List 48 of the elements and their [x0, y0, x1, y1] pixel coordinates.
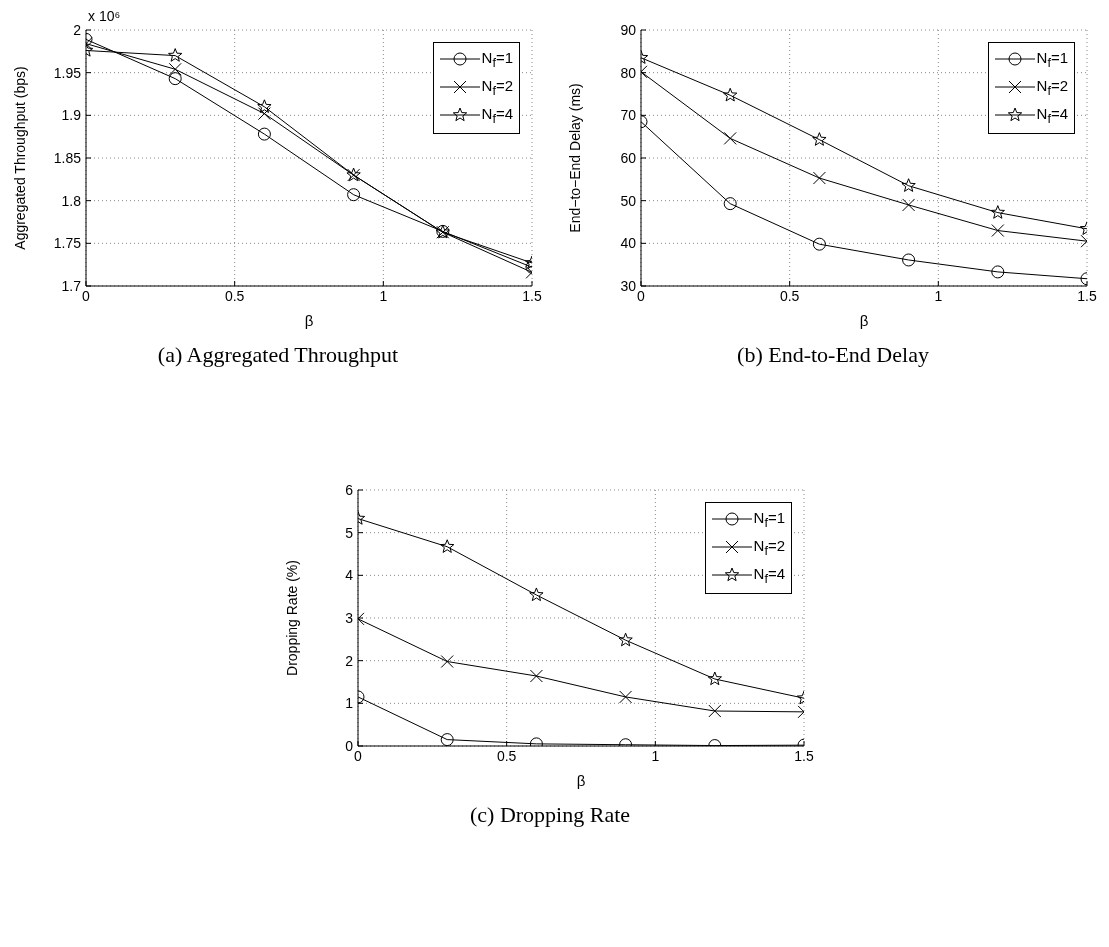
y-tick-label: 1.95 [53, 64, 82, 81]
legend-label: N$_{f}$=4 [753, 564, 785, 586]
x-axis-title: β [576, 772, 586, 789]
x-tick-label: 1.5 [1077, 287, 1097, 304]
y-tick-label: 50 [620, 192, 637, 209]
y-axis-title: End−to−End Delay (ms) [566, 83, 583, 233]
y-tick-label: 30 [620, 277, 637, 294]
y-tick-label: 4 [345, 567, 354, 584]
x-tick-label: 1.5 [522, 287, 542, 304]
legend-label: N$_{f}$=4 [1036, 104, 1068, 126]
y-tick-label: 6 [345, 481, 354, 498]
legend-label: N$_{f}$=1 [753, 508, 785, 530]
y-tick-label: 3 [345, 609, 354, 626]
y-tick-label: 1.7 [61, 277, 82, 294]
y-tick-label: 1.85 [53, 149, 82, 166]
y-tick-label: 1 [345, 695, 354, 712]
y-tick-label: 80 [620, 64, 637, 81]
legend-label: N$_{f}$=1 [1036, 48, 1068, 70]
legend-label: N$_{f}$=2 [481, 76, 513, 98]
x-tick-label: 0.5 [779, 287, 800, 304]
y-tick-label: 2 [345, 652, 354, 669]
y-axis-title: Aggregated Throughput (bps) [11, 66, 28, 250]
y-tick-label: 40 [620, 235, 637, 252]
x-tick-label: 0.5 [224, 287, 245, 304]
x-tick-label: 1 [651, 747, 660, 764]
text: (c) Dropping Rate [468, 802, 632, 828]
y-tick-label: 90 [620, 21, 637, 38]
x-tick-label: 1.5 [794, 747, 814, 764]
y-tick-label: 2 [73, 21, 82, 38]
x-axis-title: β [859, 312, 869, 329]
x-axis-title: β [304, 312, 314, 329]
x-tick-label: 1 [379, 287, 388, 304]
y-tick-label: 70 [620, 107, 637, 124]
y-tick-label: 1.75 [53, 235, 82, 252]
x-tick-label: 1 [934, 287, 943, 304]
text: (b) End-to-End Delay [736, 342, 930, 368]
legend-label: N$_{f}$=1 [481, 48, 513, 70]
y-tick-label: 1.9 [61, 107, 82, 124]
text: (a) Aggregated Throughput [156, 342, 400, 368]
y-tick-label: 5 [345, 524, 354, 541]
x-tick-label: 0.5 [496, 747, 517, 764]
y-tick-label: 1.8 [61, 192, 82, 209]
legend-label: N$_{f}$=2 [753, 536, 785, 558]
y-axis-title: Dropping Rate (%) [283, 560, 300, 676]
y-tick-label: 60 [620, 149, 637, 166]
legend-label: N$_{f}$=2 [1036, 76, 1068, 98]
text: x 10⁶ [88, 8, 121, 24]
legend-label: N$_{f}$=4 [481, 104, 513, 126]
